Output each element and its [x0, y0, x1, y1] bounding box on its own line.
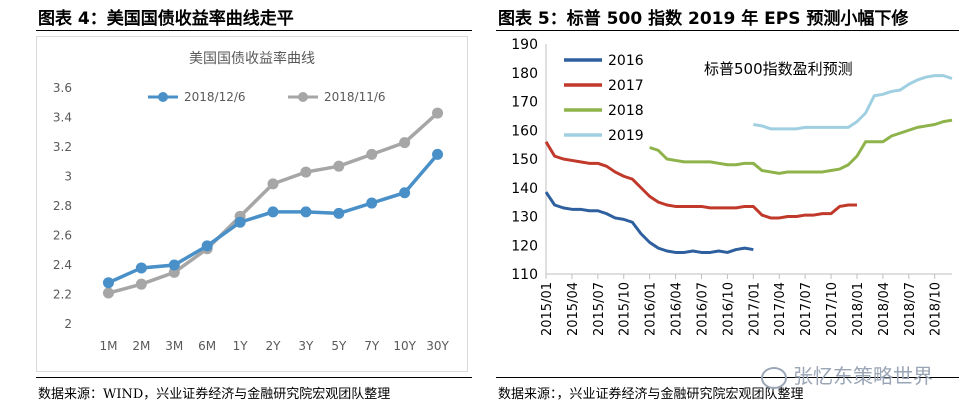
x-tick-label: 2016/07 [695, 282, 710, 336]
legend-label: 2016 [608, 53, 644, 69]
yield-curve-svg: 美国国债收益率曲线 2 2.2 2.4 2.6 2.8 3 3.2 3.4 3.6 1M 2M 3M 6M… [36, 36, 468, 372]
yield-curve-chart: 美国国债收益率曲线 2 2.2 2.4 2.6 2.8 3 3.2 3.4 3.6 1M 2M 3M 6M… [36, 36, 468, 372]
x-tick-label: 5Y [331, 339, 347, 353]
data-point [432, 107, 444, 119]
data-point [201, 240, 213, 252]
source-right: 数据来源：，兴业证券经济与金融研究院宏观团队整理 [498, 387, 804, 402]
y-tick-label: 3.4 [53, 111, 72, 125]
x-tick-label: 2017/01 [747, 282, 762, 336]
chart-title: 美国国债收益率曲线 [189, 50, 315, 67]
wechat-icon [761, 366, 787, 389]
x-tick-label: 1M [99, 339, 117, 353]
series-line [753, 74, 953, 131]
data-point [168, 259, 180, 271]
x-tick-label: 2016/10 [721, 282, 736, 336]
series-line [544, 191, 754, 254]
data-point [234, 216, 246, 228]
x-tick-label: 2015/04 [566, 282, 581, 336]
chart-annotation: 标普500指数盈利预测 [704, 60, 853, 78]
eps-forecast-svg: 110 120 130 140 150 160 170 180 190 2015/01 2015/0… [511, 37, 953, 336]
data-point [399, 187, 411, 199]
y-tick-label: 130 [511, 210, 538, 226]
data-point [366, 148, 378, 160]
y-tick-label: 190 [511, 37, 538, 53]
x-tick-label: 2018/10 [929, 282, 944, 336]
x-tick-label: 30Y [426, 339, 449, 353]
legend-label: 2018/12/6 [184, 90, 246, 104]
legend-marker [298, 92, 308, 102]
x-tick-label: 7Y [364, 339, 380, 353]
right-panel: 图表 5：标普 500 指数 2019 年 EPS 预测小幅下修 110 120 1… [484, 0, 963, 420]
data-point [399, 137, 411, 149]
y-tick-label: 120 [511, 238, 538, 254]
x-tick-label: 3Y [298, 339, 314, 353]
eps-forecast-chart: 110 120 130 140 150 160 170 180 190 2015/01 2015/0… [494, 34, 958, 374]
x-tick-label: 2017/07 [799, 282, 814, 336]
legend-label: 2018/11/6 [324, 90, 386, 104]
data-point [366, 197, 378, 209]
legend-label: 2018 [608, 103, 644, 119]
left-panel: 图表 4：美国国债收益率曲线走平 美国国债收益率曲线 2 2.2 2.4 2.6 2.8 3… [0, 0, 480, 420]
y-tick-label: 170 [511, 95, 538, 111]
x-tick-label: 10Y [393, 339, 416, 353]
y-tick-label: 110 [511, 267, 538, 283]
x-tick-label: 2Y [266, 339, 282, 353]
data-point [333, 207, 345, 219]
series-line [649, 118, 953, 175]
y-tick-label: 140 [511, 181, 538, 197]
data-point [432, 148, 444, 160]
y-tick-label: 2.8 [53, 199, 72, 213]
legend-label: 2019 [608, 128, 644, 144]
y-tick-label: 150 [511, 152, 538, 168]
y-tick-label: 2.4 [53, 258, 72, 272]
x-tick-label: 2016/04 [670, 282, 685, 336]
source-rule-left [36, 377, 472, 378]
y-tick-label: 160 [511, 123, 538, 139]
figure-title-left: 图表 4：美国国债收益率曲线走平 [38, 9, 294, 29]
y-tick-label: 2 [64, 317, 72, 331]
legend-marker [158, 92, 168, 102]
x-tick-label: 2017/04 [773, 282, 788, 336]
title-rule-left [36, 30, 472, 31]
title-rule-right [496, 30, 959, 31]
series-line [544, 140, 857, 220]
x-tick-label: 2015/10 [618, 282, 633, 336]
x-tick-label: 2017/10 [825, 282, 840, 336]
watermark: 张忆东策略世界 [761, 360, 933, 389]
data-point [135, 262, 147, 274]
y-tick-label: 2.2 [53, 288, 72, 302]
data-point [102, 277, 114, 289]
x-tick-label: 2018/01 [851, 282, 866, 336]
x-tick-label: 6M [198, 339, 216, 353]
x-tick-label: 2018/07 [903, 282, 918, 336]
y-tick-label: 3 [64, 170, 72, 184]
data-point [333, 160, 345, 172]
x-tick-label: 2015/07 [592, 282, 607, 336]
source-rule-right [496, 377, 959, 378]
y-tick-label: 3.6 [53, 81, 72, 95]
x-tick-label: 1Y [233, 339, 249, 353]
x-tick-label: 2018/04 [877, 282, 892, 336]
data-point [102, 287, 114, 299]
watermark-text: 张忆东策略世界 [793, 364, 933, 388]
data-point [267, 178, 279, 190]
data-point [267, 206, 279, 218]
data-point [300, 166, 312, 178]
x-tick-label: 2M [132, 339, 150, 353]
y-tick-label: 3.2 [53, 140, 72, 154]
x-tick-label: 2015/01 [540, 282, 555, 336]
y-tick-label: 180 [511, 66, 538, 82]
legend-label: 2017 [608, 78, 644, 94]
y-tick-label: 2.6 [53, 229, 72, 243]
figure-title-right: 图表 5：标普 500 指数 2019 年 EPS 预测小幅下修 [498, 9, 909, 29]
x-tick-label: 2016/01 [644, 282, 659, 336]
source-left: 数据来源：WIND，兴业证券经济与金融研究院宏观团队整理 [38, 387, 391, 402]
x-tick-label: 3M [165, 339, 183, 353]
data-point [135, 278, 147, 290]
data-point [300, 206, 312, 218]
